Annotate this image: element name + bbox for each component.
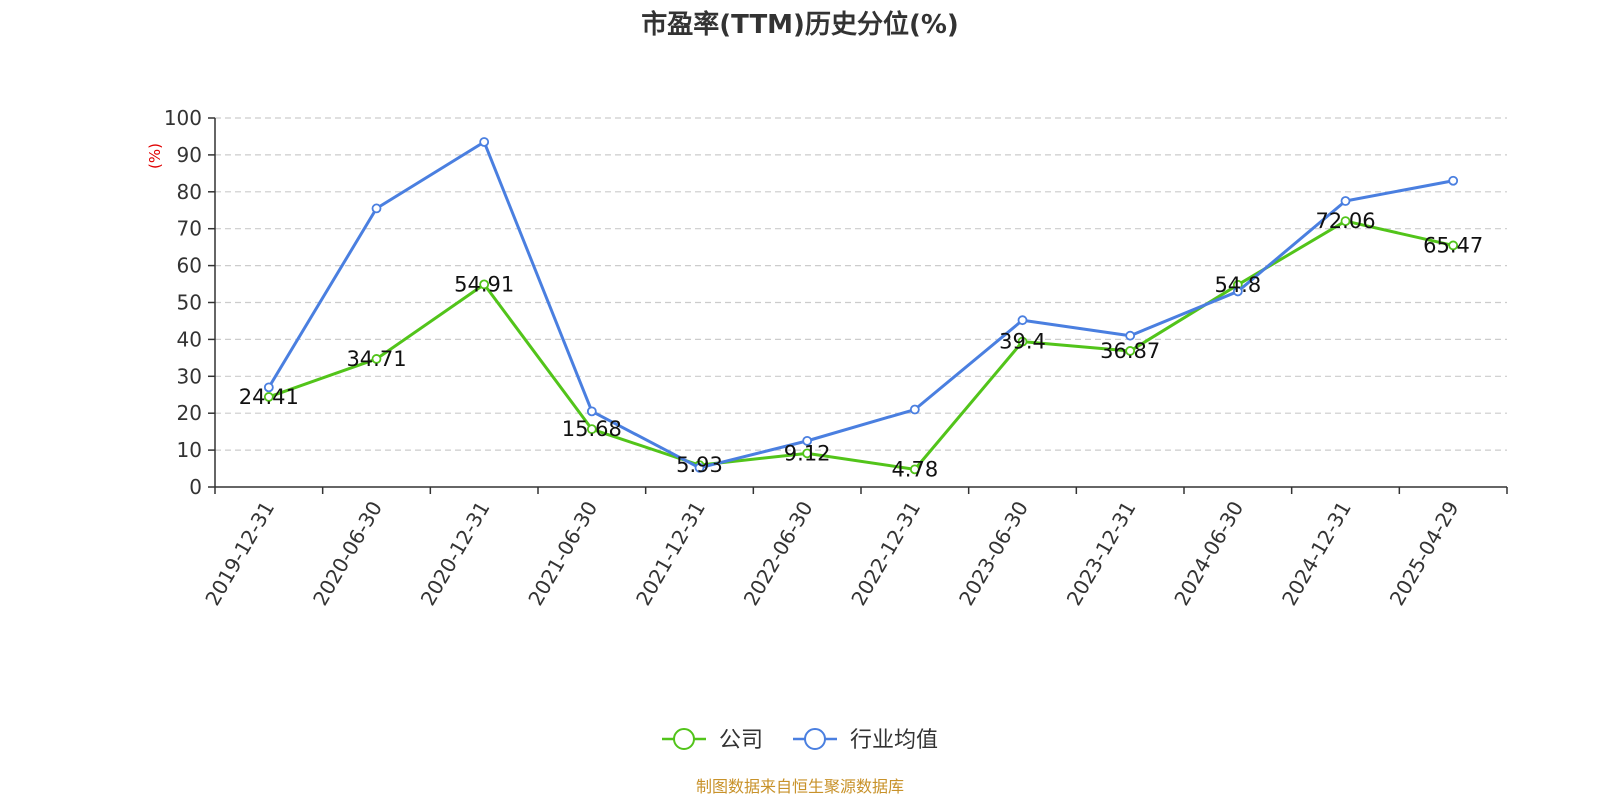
y-tick-label: 0 (189, 475, 202, 499)
data-label: 9.12 (784, 441, 831, 465)
x-tick-label: 2024-06-30 (1169, 497, 1248, 610)
data-point[interactable] (1017, 336, 1028, 347)
data-point[interactable] (1448, 240, 1459, 251)
x-tick-label: 2020-06-30 (308, 497, 387, 610)
data-label: 36.87 (1100, 339, 1160, 363)
data-label: 65.47 (1423, 233, 1483, 257)
data-point[interactable] (802, 448, 813, 459)
legend-label: 公司 (719, 728, 763, 753)
data-point[interactable] (1125, 330, 1136, 341)
data-label: 5.93 (676, 453, 723, 477)
data-point[interactable] (1448, 175, 1459, 186)
x-tick-label: 2020-12-31 (416, 497, 495, 610)
data-label: 24.41 (239, 385, 299, 409)
y-tick-label: 20 (177, 401, 202, 425)
data-label: 15.68 (562, 417, 622, 441)
data-point[interactable] (1340, 196, 1351, 206)
data-point[interactable] (479, 137, 490, 147)
y-tick-label: 50 (177, 291, 202, 315)
data-point[interactable] (909, 404, 920, 415)
data-point[interactable] (909, 464, 920, 475)
data-point[interactable] (371, 354, 382, 364)
legend[interactable]: 公司 行业均值 (662, 728, 938, 753)
legend-item[interactable]: 公司 (662, 728, 763, 753)
legend-item[interactable]: 行业均值 (793, 728, 938, 753)
data-label: 34.71 (346, 347, 406, 371)
y-tick-label: 80 (177, 180, 202, 204)
data-point[interactable] (479, 279, 490, 290)
data-point[interactable] (1232, 286, 1243, 297)
data-point[interactable] (694, 462, 705, 473)
data-point[interactable] (586, 406, 597, 417)
y-tick-label: 60 (177, 254, 202, 278)
x-tick-label: 2022-06-30 (739, 497, 818, 610)
y-axis-label: (%) (146, 143, 164, 169)
y-tick-label: 100 (164, 106, 202, 130)
legend-marker (804, 728, 826, 750)
x-tick-label: 2021-12-31 (631, 497, 710, 610)
x-tick-label: 2022-12-31 (846, 497, 925, 610)
data-labels: 24.41 34.71 54.91 15.68 5.93 9.12 4.78 39.4 36.8… (239, 209, 1483, 481)
source-note: 制图数据来自恒生聚源数据库 (696, 777, 904, 796)
data-label: 54.91 (454, 272, 514, 296)
data-point[interactable] (802, 435, 813, 446)
grid-lines (215, 117, 1507, 451)
x-tick-label: 2024-12-31 (1277, 497, 1356, 610)
data-point[interactable] (263, 382, 274, 393)
data-label: 72.06 (1315, 209, 1375, 233)
series-line-0 (268, 219, 1454, 471)
y-tick-label: 70 (177, 217, 202, 241)
legend-marker (673, 728, 695, 750)
data-point[interactable] (263, 392, 274, 402)
data-label: 4.78 (891, 457, 938, 481)
data-point[interactable] (1125, 346, 1136, 356)
chart-title: 市盈率(TTM)历史分位(%) (641, 9, 959, 40)
x-tick-label: 2023-06-30 (954, 497, 1033, 610)
x-tick-label: 2019-12-31 (200, 497, 279, 610)
data-point[interactable] (371, 203, 382, 214)
data-label: 39.4 (999, 330, 1046, 354)
x-tick-label: 2021-06-30 (523, 497, 602, 610)
y-tick-label: 10 (177, 438, 202, 462)
x-tick-label: 2025-04-29 (1385, 497, 1464, 610)
y-tick-label: 30 (177, 364, 202, 388)
data-label: 54.8 (1214, 273, 1261, 297)
series-line-1 (267, 140, 1454, 470)
data-point[interactable] (1340, 216, 1351, 226)
y-tick-label: 40 (177, 327, 202, 351)
legend-label: 行业均值 (850, 728, 938, 753)
x-tick-label: 2023-12-31 (1062, 497, 1141, 610)
y-tick-label: 90 (177, 143, 202, 167)
data-point[interactable] (586, 424, 597, 435)
series-lines (263, 137, 1459, 475)
data-point[interactable] (1017, 315, 1028, 326)
